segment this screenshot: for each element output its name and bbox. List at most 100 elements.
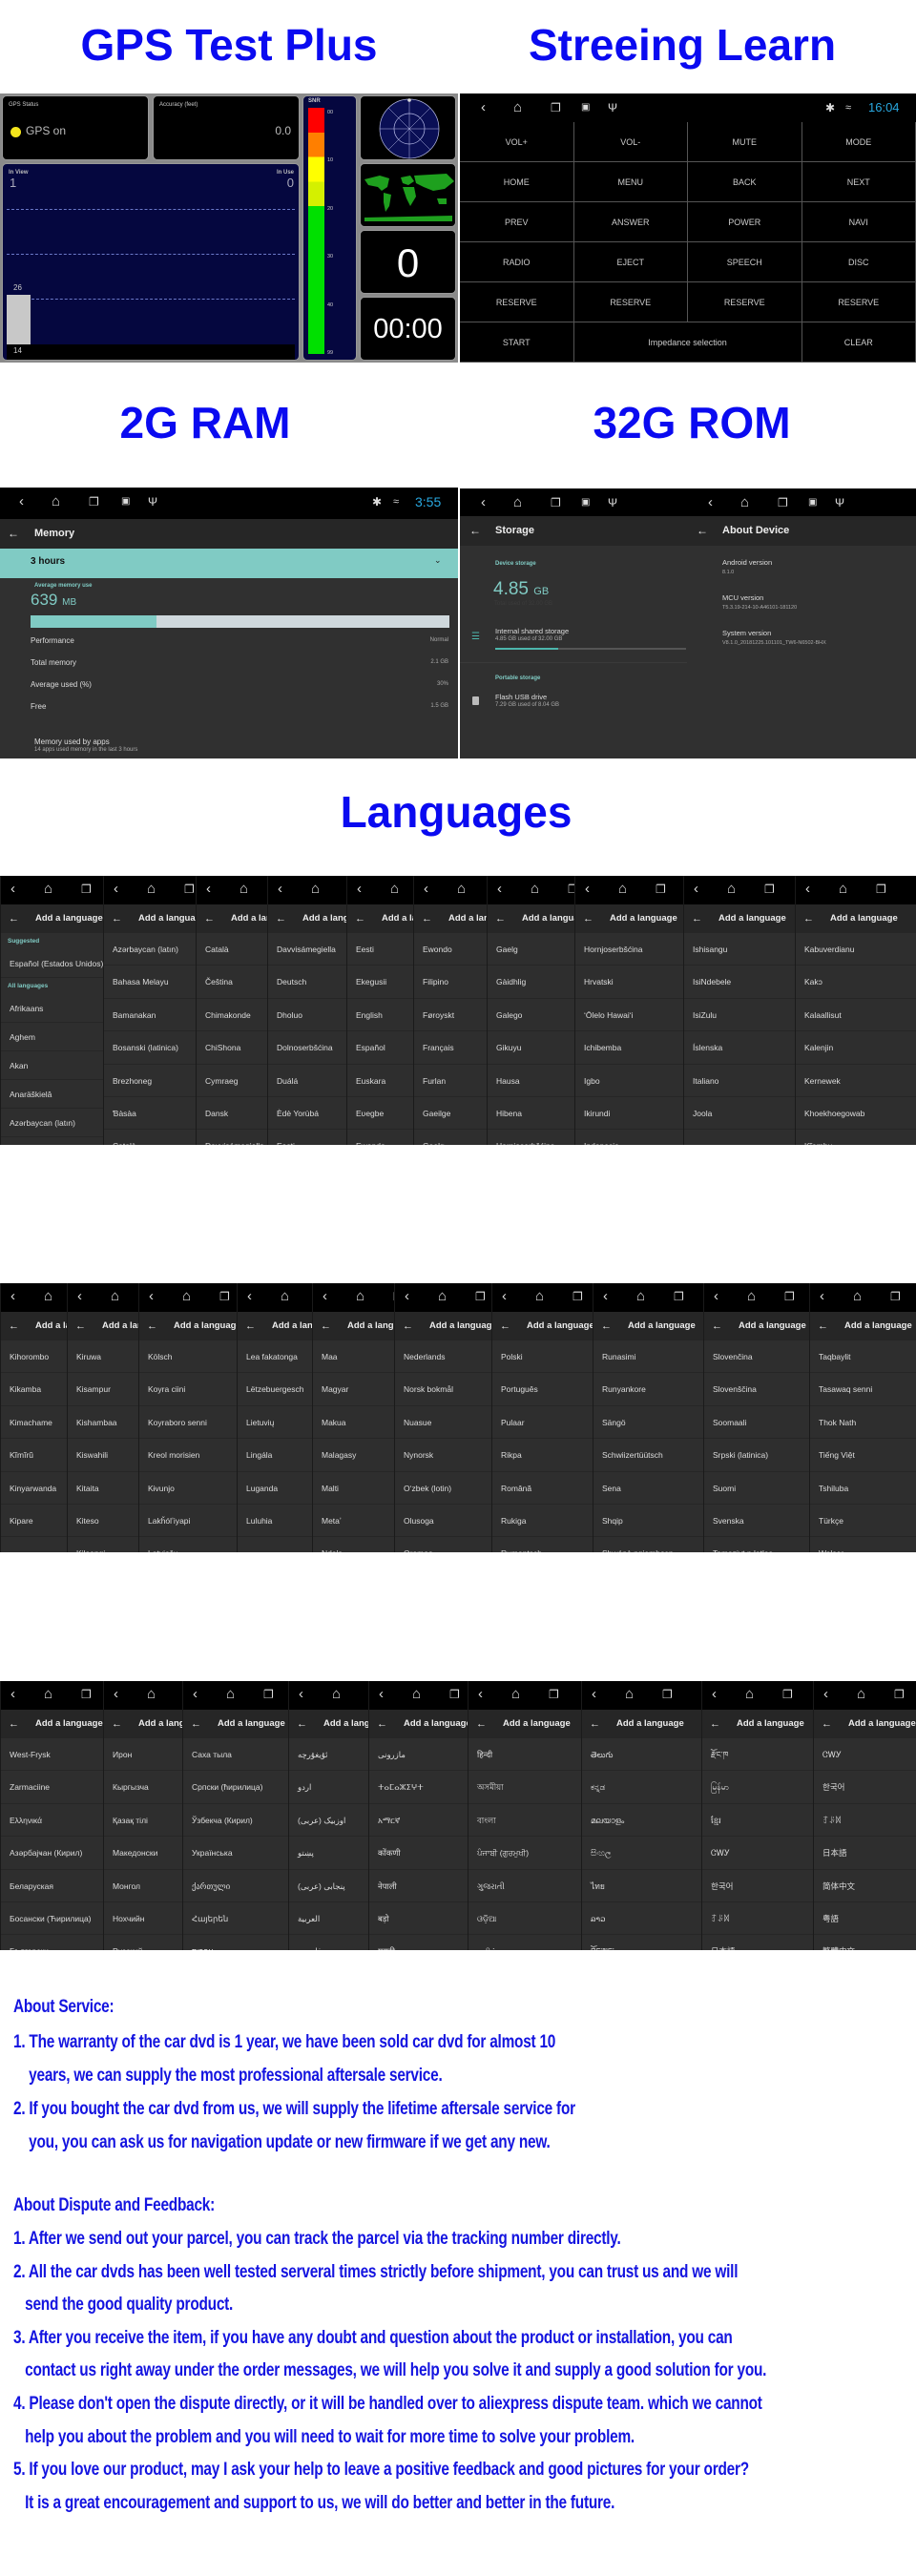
language-list-item[interactable]: Filipino [414, 966, 487, 999]
language-list-item[interactable]: ꆈꌠꉙ [814, 1804, 916, 1838]
language-list-item[interactable]: Kipare [1, 1505, 67, 1538]
back-icon[interactable]: ‹ [149, 1288, 154, 1304]
language-list-item[interactable]: Polski [492, 1340, 593, 1374]
language-list-item[interactable]: Dansk [197, 1097, 267, 1131]
back-icon[interactable]: ‹ [278, 881, 282, 897]
language-list-item[interactable]: Босански (Ћирилица) [1, 1902, 103, 1936]
learn-key-button[interactable]: BACK [688, 162, 802, 202]
language-list-item[interactable]: Italiano [684, 1065, 795, 1097]
recents-icon[interactable]: ❐ [393, 1290, 394, 1303]
back-arrow-icon[interactable]: ← [601, 1320, 612, 1332]
home-icon[interactable]: ⌂ [412, 1686, 422, 1702]
back-arrow-icon[interactable]: ← [112, 1718, 122, 1730]
language-list-item[interactable]: Sena [593, 1472, 703, 1505]
language-list-item[interactable]: Ewondo [347, 1130, 413, 1145]
language-list-item[interactable]: Kikamba [1, 1373, 67, 1406]
language-list-item[interactable]: עברית [183, 1935, 288, 1950]
language-list-item[interactable]: Sängö [593, 1406, 703, 1440]
recents-icon[interactable]: ❐ [778, 496, 788, 509]
language-list-item[interactable]: සිංහල [582, 1837, 701, 1870]
internal-storage-item[interactable]: Internal shared storage 4.85 GB used of … [495, 627, 686, 650]
language-list-item[interactable]: Thok Nath [810, 1406, 916, 1440]
language-list-item[interactable]: Azərbaycan (latın) [104, 933, 196, 966]
language-list-item[interactable]: Нохчийн [104, 1902, 182, 1936]
recents-icon[interactable]: ❐ [81, 883, 92, 896]
language-list-item[interactable]: Norsk bokmål [395, 1373, 491, 1406]
language-list-item[interactable]: پښتو [289, 1837, 368, 1870]
language-list-item[interactable]: Runyankore [593, 1373, 703, 1406]
language-list-item[interactable]: Tasawaq senni [810, 1373, 916, 1406]
language-list-item[interactable]: Gàidhlig [488, 966, 574, 999]
language-list-item[interactable]: Tamaziɣt n laṭlaṣ [704, 1537, 809, 1552]
language-list-item[interactable]: Chimakonde [197, 999, 267, 1032]
back-arrow-icon[interactable]: ← [112, 913, 122, 924]
recents-icon[interactable]: ❐ [551, 496, 561, 509]
back-arrow-icon[interactable]: ← [590, 1718, 600, 1730]
language-list-item[interactable]: Deutsch [268, 966, 346, 999]
start-button[interactable]: START [460, 322, 574, 363]
learn-key-button[interactable]: RESERVE [460, 282, 574, 322]
language-list-item[interactable]: Кыргызча [104, 1771, 182, 1804]
language-list-item[interactable]: অসমীয়া [468, 1771, 581, 1804]
language-list-item[interactable]: 繁體中文 [814, 1935, 916, 1950]
back-arrow-icon[interactable]: ← [147, 1320, 157, 1332]
language-list-item[interactable]: नेपाली [369, 1870, 468, 1902]
back-icon[interactable]: ‹ [585, 881, 590, 897]
language-list-item[interactable]: Español (Estados Unidos) [1, 949, 103, 978]
home-icon[interactable]: ⌂ [332, 1686, 342, 1702]
learn-key-button[interactable]: HOME [460, 162, 574, 202]
recents-icon[interactable]: ❐ [551, 101, 561, 114]
language-list-item[interactable]: Български [1, 1935, 103, 1950]
language-list-item[interactable]: ខ្មែរ [702, 1804, 813, 1838]
language-list-item[interactable]: Maa [313, 1340, 394, 1374]
language-list-item[interactable]: Gaelg [414, 1130, 487, 1145]
language-list-item[interactable]: Nynorsk [395, 1439, 491, 1472]
back-arrow-icon[interactable]: ← [803, 913, 814, 924]
learn-key-button[interactable]: VOL- [573, 122, 688, 162]
language-list-item[interactable]: Kölsch [139, 1340, 237, 1374]
recents-icon[interactable]: ❐ [184, 883, 195, 896]
language-list-item[interactable]: Pulaar [492, 1406, 593, 1440]
back-icon[interactable]: ‹ [481, 494, 486, 510]
language-list-item[interactable]: Беларуская [1, 1870, 103, 1902]
home-icon[interactable]: ⌂ [44, 1288, 53, 1304]
language-list-item[interactable]: ಕನ್ನಡ [582, 1771, 701, 1804]
language-list-item[interactable]: Tshiluba [810, 1472, 916, 1505]
language-list-item[interactable]: ꆈꌠꉙ [702, 1902, 813, 1936]
back-icon[interactable]: ‹ [19, 493, 24, 509]
language-list-item[interactable]: बड़ो [369, 1902, 468, 1936]
language-list-item[interactable]: 简体中文 [814, 1870, 916, 1902]
back-arrow-icon[interactable]: ← [355, 913, 365, 924]
back-icon[interactable]: ‹ [10, 1686, 15, 1702]
language-list-item[interactable]: ⵜⴰⵎⴰⵣⵉⵖⵜ [369, 1771, 468, 1804]
language-list-item[interactable]: Oromoo [395, 1537, 491, 1552]
language-list-item[interactable]: རྫོང་ཁ [702, 1738, 813, 1772]
language-list-item[interactable]: 粤語 [814, 1902, 916, 1936]
back-icon[interactable]: ‹ [77, 1288, 82, 1304]
home-icon[interactable]: ⌂ [857, 1686, 866, 1702]
learn-key-button[interactable]: RESERVE [802, 282, 916, 322]
language-list-item[interactable]: Luluhia [238, 1505, 312, 1538]
recents-icon[interactable]: ❐ [568, 883, 574, 896]
language-list-item[interactable]: Azərbaycan (latın) [1, 1109, 103, 1137]
language-list-item[interactable]: Ichibemba [575, 1031, 683, 1065]
language-list-item[interactable]: Español [347, 1031, 413, 1065]
language-list-item[interactable]: اردو [289, 1771, 368, 1804]
recents-icon[interactable]: ❐ [894, 1688, 905, 1701]
language-list-item[interactable]: Kɨlaangi [68, 1537, 138, 1552]
language-list-item[interactable]: Kiruwa [68, 1340, 138, 1374]
language-list-item[interactable]: ქართული [183, 1870, 288, 1902]
home-icon[interactable]: ⌂ [311, 881, 321, 897]
home-icon[interactable]: ⌂ [853, 1288, 863, 1304]
language-list-item[interactable]: Davvisámegiella [197, 1130, 267, 1145]
language-list-item[interactable]: Joola [684, 1097, 795, 1131]
language-list-item[interactable]: Hrvatski [575, 966, 683, 999]
back-arrow-icon[interactable]: ← [9, 913, 19, 924]
language-list-item[interactable]: Lea fakatonga [238, 1340, 312, 1374]
language-list-item[interactable]: कोंकणी [369, 1837, 468, 1870]
back-icon[interactable]: ‹ [379, 1686, 384, 1702]
language-list-item[interactable]: Igbo [575, 1065, 683, 1097]
back-icon[interactable]: ‹ [708, 494, 713, 510]
home-icon[interactable]: ⌂ [636, 1288, 646, 1304]
language-list-item[interactable]: Khoekhoegowab [796, 1097, 916, 1131]
